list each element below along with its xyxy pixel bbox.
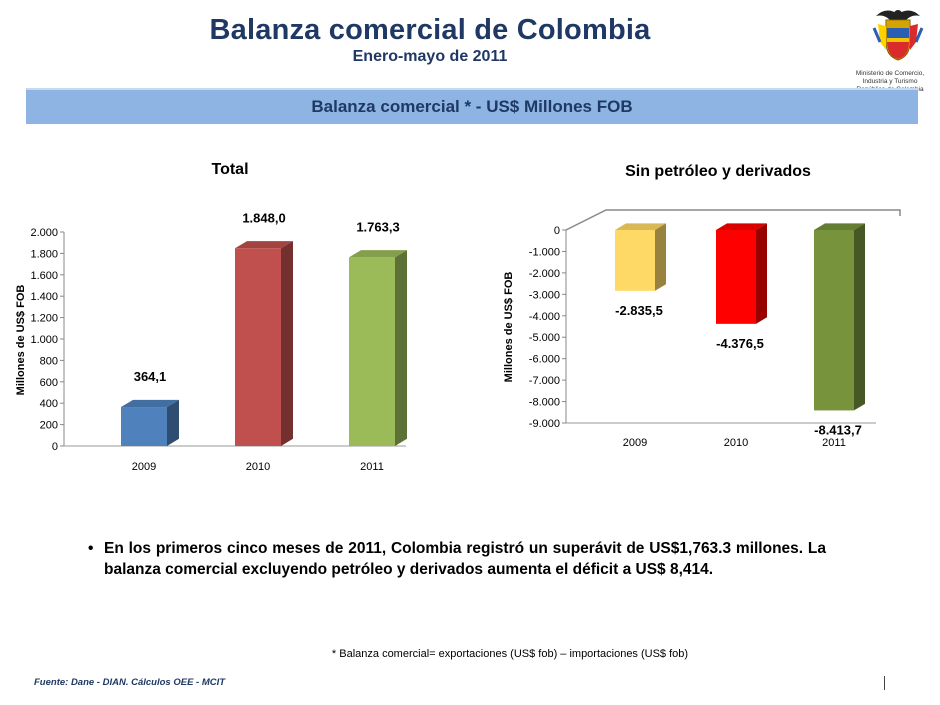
divider — [884, 676, 885, 690]
summary-bullet: • En los primeros cinco meses de 2011, C… — [88, 538, 826, 580]
y-tick-label: 400 — [40, 398, 58, 410]
footnote: * Balanza comercial= exportaciones (US$ … — [331, 648, 689, 660]
summary-text: En los primeros cinco meses de 2011, Col… — [104, 540, 826, 578]
y-tick-label: 200 — [40, 420, 58, 432]
page-title: Balanza comercial de Colombia — [209, 14, 651, 46]
y-tick-label: -4.000 — [529, 311, 560, 323]
x-tick-label: 2010 — [724, 437, 748, 449]
y-tick-label: 1.600 — [30, 270, 58, 282]
ministry-line: Ministerio de Comercio, — [855, 70, 925, 77]
source-note: Fuente: Dane - DIAN. Cálculos OEE - MCIT — [34, 677, 226, 688]
y-tick-label: -5.000 — [529, 332, 560, 344]
data-label-2011: -8.413,7 — [814, 422, 862, 437]
chart-total-title: Total — [211, 161, 248, 178]
x-tick-label: 2011 — [360, 461, 384, 473]
y-tick-label: 0 — [554, 225, 560, 237]
y-tick-label: 1.200 — [30, 313, 58, 325]
y-tick-label: -1.000 — [529, 246, 560, 258]
y-tick-label: -9.000 — [529, 418, 560, 430]
y-tick-label: 2.000 — [30, 227, 58, 239]
data-label-2010: -4.376,5 — [716, 336, 764, 351]
page-subtitle: Enero-mayo de 2011 — [352, 48, 508, 65]
x-tick-label: 2009 — [132, 461, 156, 473]
y-tick-label: 800 — [40, 355, 58, 367]
charts-area: Total Sin petróleo y derivados Millones … — [15, 161, 901, 473]
ministry-line: Industria y Turismo — [862, 78, 918, 85]
bar-2009 — [121, 399, 179, 446]
y-tick-label: 600 — [40, 377, 58, 389]
x-axis-plane — [565, 209, 901, 231]
bullet-dot: • — [88, 540, 94, 557]
section-banner: Balanza comercial * - US$ Millones FOB — [26, 88, 918, 124]
coat-of-arms-icon — [872, 10, 924, 61]
data-label-2009: 364,1 — [134, 369, 167, 384]
x-tick-label: 2011 — [822, 437, 846, 449]
chart-sin-petroleo-title: Sin petróleo y derivados — [625, 163, 811, 180]
y-tick-label: -2.000 — [529, 268, 560, 280]
y-tick-label: 1.800 — [30, 248, 58, 260]
y-tick-label: -8.000 — [529, 397, 560, 409]
chart-sin-petroleo-ylabel: Millones de US$ FOB — [503, 272, 515, 383]
x-tick-label: 2010 — [246, 461, 270, 473]
data-label-2009: -2.835,5 — [615, 303, 663, 318]
bar-2009 — [615, 223, 666, 291]
x-tick-label: 2009 — [623, 437, 647, 449]
y-tick-label: 0 — [52, 441, 58, 453]
data-label-2011: 1.763,3 — [356, 219, 399, 234]
bar-2011 — [814, 223, 865, 411]
y-tick-label: -3.000 — [529, 289, 560, 301]
data-label-2010: 1.848,0 — [242, 210, 285, 225]
y-tick-label: 1.000 — [30, 334, 58, 346]
chart-total-ylabel: Millones de US$ FOB — [15, 285, 27, 396]
y-tick-label: -6.000 — [529, 354, 560, 366]
bar-2011 — [349, 250, 407, 446]
bar-2010 — [716, 223, 767, 324]
bar-2010 — [235, 241, 293, 446]
y-tick-label: 1.400 — [30, 291, 58, 303]
y-tick-label: -7.000 — [529, 375, 560, 387]
